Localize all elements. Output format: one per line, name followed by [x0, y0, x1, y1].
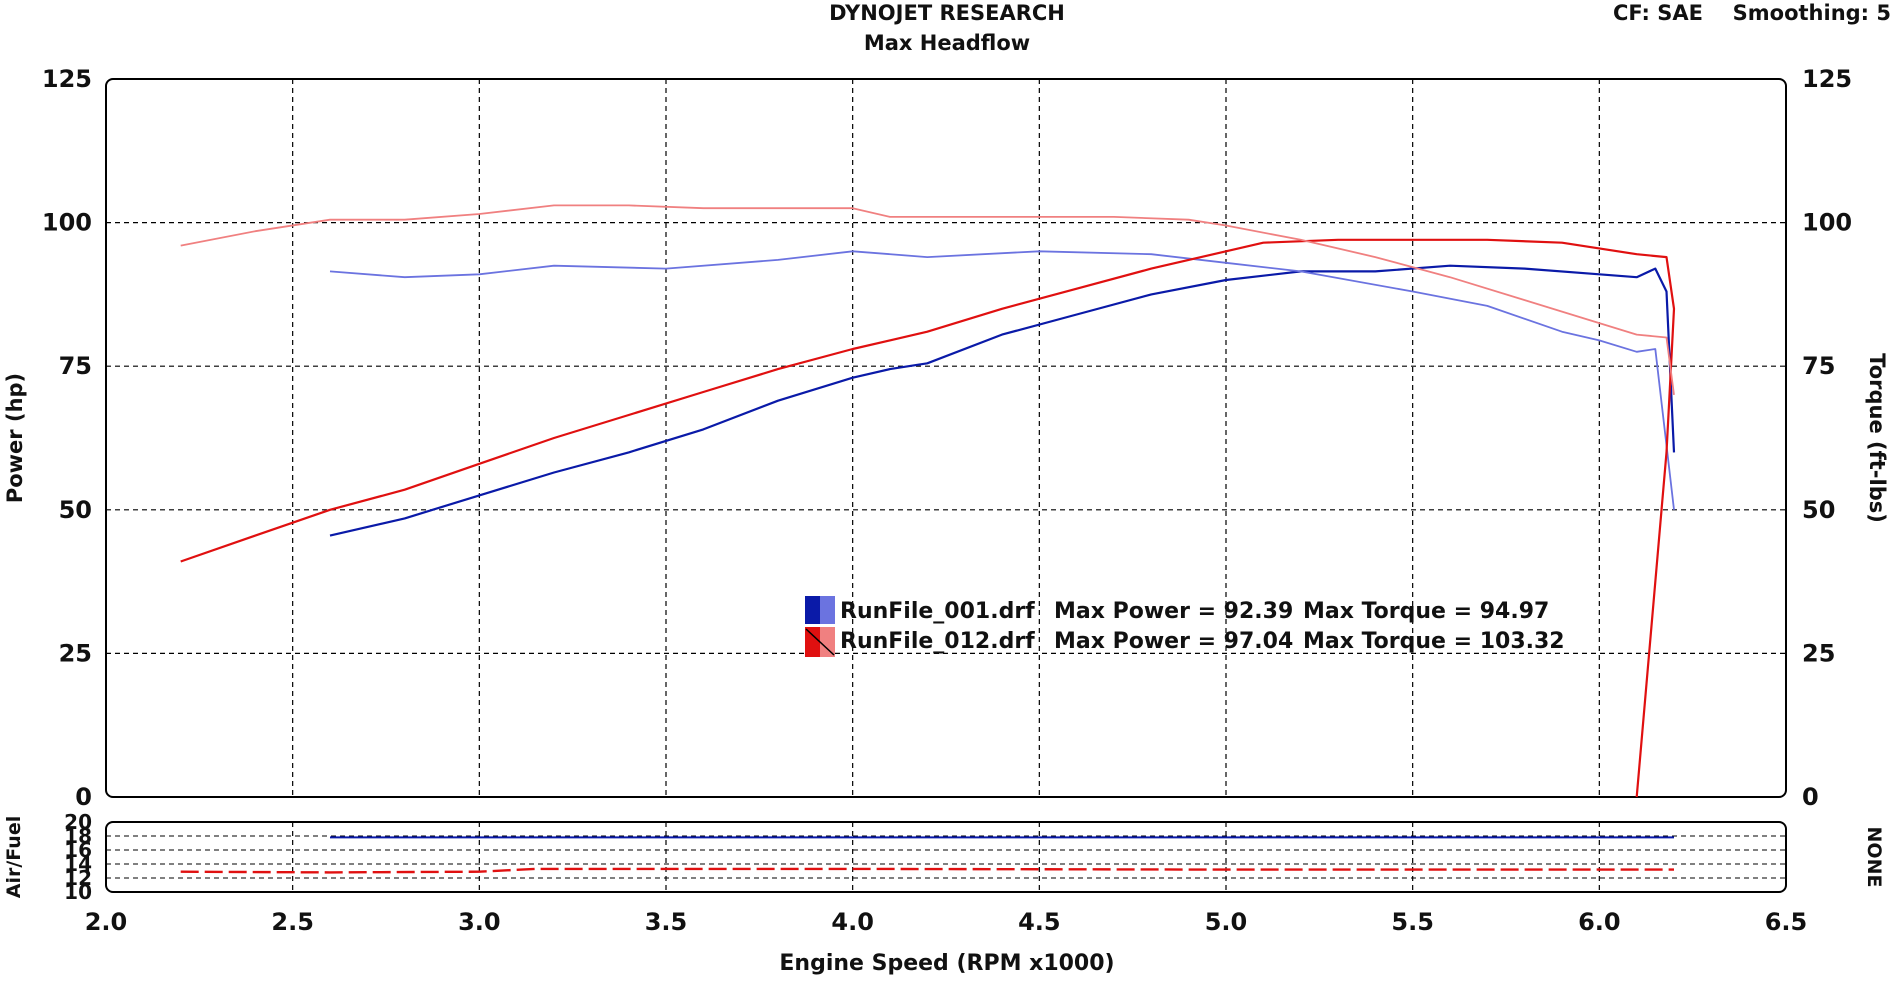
series-line-run2-power [180, 238, 1676, 798]
y2-axis-label: Torque (ft-lbs) [1865, 353, 1889, 523]
legend-run1-torque: Max Torque = 94.97 [1303, 599, 1549, 624]
y-tick-label-3: 75 [59, 352, 92, 380]
x-tick-label-5: 4.5 [1018, 908, 1061, 936]
y2-tick-label-2: 50 [1802, 496, 1835, 524]
x-tick-label-8: 6.0 [1578, 908, 1621, 936]
smoothing-label: Smoothing: 5 [1733, 1, 1891, 25]
y2-tick-label-1: 25 [1802, 639, 1835, 667]
chart-title: DYNOJET RESEARCH [829, 1, 1065, 25]
x-tick-label-4: 4.0 [831, 908, 874, 936]
legend-run1-power: Max Power = 92.39 [1054, 599, 1293, 624]
afr-tick-label-4: 18 [64, 824, 92, 848]
series-line-run1-power [329, 264, 1676, 537]
y2-tick-label-4: 100 [1802, 209, 1852, 237]
legend-swatch-run1 [805, 596, 835, 624]
x-tick-label-9: 6.5 [1765, 908, 1808, 936]
x-tick-label-1: 2.5 [271, 908, 314, 936]
series-line-run2-torque [180, 204, 1675, 396]
y2-tick-label-5: 125 [1802, 65, 1852, 93]
y-tick-label-1: 25 [59, 639, 92, 667]
legend-run2-file: RunFile_012.drf [840, 629, 1035, 654]
afr-tick-label-0: 10 [64, 880, 92, 904]
y-tick-label-2: 50 [59, 496, 92, 524]
x-tick-label-0: 2.0 [85, 908, 128, 936]
grid-lines [106, 79, 1786, 892]
legend-run1-file: RunFile_001.drf [840, 599, 1035, 624]
x-tick-label-2: 3.0 [458, 908, 501, 936]
afr-axis-label: Air/Fuel [3, 816, 25, 899]
afr-plot-frame [105, 821, 1787, 893]
tick-labels: 2.0 2.5 3.0 3.5 4.0 4.5 5.0 5.5 6.0 6.50255075100… [42, 65, 1852, 936]
afr-tick-label-1: 12 [64, 866, 92, 890]
legend-run2-torque: Max Torque = 103.32 [1303, 629, 1565, 654]
afr-tick-label-2: 14 [64, 852, 92, 876]
x-axis-label: Engine Speed (RPM x1000) [779, 951, 1114, 976]
main-plot-frame [105, 78, 1787, 798]
y-tick-label-5: 125 [42, 65, 92, 93]
chart-subtitle: Max Headflow [864, 31, 1030, 55]
data-lines [180, 204, 1676, 874]
y-axis-label: Power (hp) [3, 373, 27, 503]
legend: RunFile_001.drf Max Power = 92.39 Max To… [805, 596, 1565, 657]
afr-tick-label-5: 20 [64, 810, 92, 834]
y2-tick-label-3: 75 [1802, 352, 1835, 380]
y2-tick-label-0: 0 [1802, 783, 1819, 811]
x-tick-label-3: 3.5 [645, 908, 688, 936]
y-tick-label-4: 100 [42, 209, 92, 237]
legend-swatch-run2 [805, 627, 835, 657]
x-tick-label-7: 5.5 [1391, 908, 1434, 936]
afr-tick-label-3: 16 [64, 838, 92, 862]
series-line-run1-torque [329, 250, 1675, 510]
x-tick-label-6: 5.0 [1205, 908, 1248, 936]
afr-right-label: NONE [1863, 827, 1885, 888]
correction-factor: CF: SAE [1613, 1, 1703, 25]
legend-run2-power: Max Power = 97.04 [1054, 629, 1293, 654]
afr-line-run2 [180, 867, 1674, 874]
y-tick-label-0: 0 [75, 783, 92, 811]
